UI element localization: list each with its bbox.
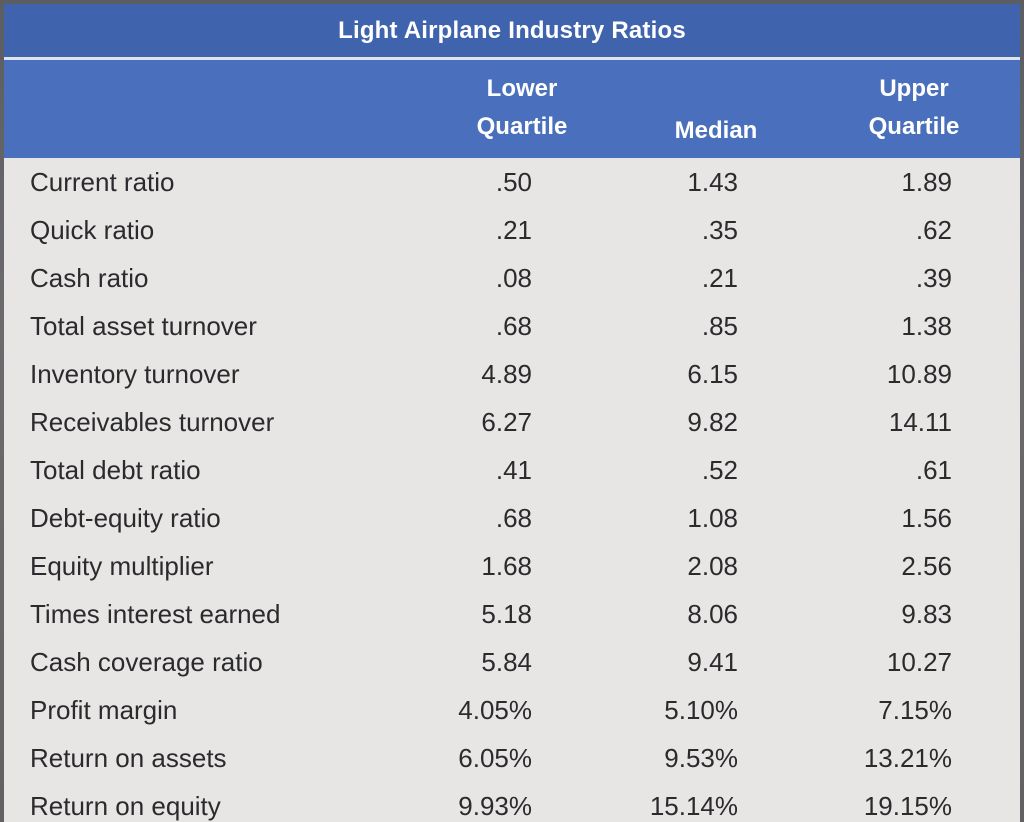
table-row: Current ratio .50 1.43 1.89 xyxy=(4,158,1020,206)
upper-quartile-value: 1.38 xyxy=(901,311,952,341)
lower-quartile-value: .21 xyxy=(495,215,532,245)
table-row: Equity multiplier 1.68 2.08 2.56 xyxy=(4,542,1020,590)
table-row: Cash ratio .08 .21 .39 xyxy=(4,254,1020,302)
table-row: Total debt ratio .41 .52 .61 xyxy=(4,446,1020,494)
lower-quartile-value: 4.05% xyxy=(458,695,532,725)
lower-quartile-value: 9.93% xyxy=(458,791,532,821)
median-value: .35 xyxy=(701,215,738,245)
row-label: Receivables turnover xyxy=(30,407,275,437)
lower-quartile-value: .41 xyxy=(495,455,532,485)
upper-quartile-value: 1.56 xyxy=(901,503,952,533)
row-label: Total debt ratio xyxy=(30,455,201,485)
column-header-band xyxy=(4,60,1020,158)
median-value: .85 xyxy=(701,311,738,341)
median-value: 1.08 xyxy=(687,503,738,533)
upper-quartile-value: 2.56 xyxy=(901,551,952,581)
median-value: .21 xyxy=(701,263,738,293)
lower-quartile-value: 5.84 xyxy=(481,647,532,677)
median-value: 9.41 xyxy=(687,647,738,677)
table-title-bar: Light Airplane Industry Ratios xyxy=(4,4,1020,60)
row-label: Inventory turnover xyxy=(30,359,240,389)
header-upper-quartile: Upper Quartile xyxy=(814,70,1014,146)
median-value: 9.53% xyxy=(664,743,738,773)
table-row: Return on equity 9.93% 15.14% 19.15% xyxy=(4,782,1020,822)
table-row: Receivables turnover 6.27 9.82 14.11 xyxy=(4,398,1020,446)
row-label: Cash coverage ratio xyxy=(30,647,263,677)
lower-quartile-value: 6.27 xyxy=(481,407,532,437)
median-value: 6.15 xyxy=(687,359,738,389)
upper-quartile-value: 10.27 xyxy=(886,647,952,677)
table-row: Total asset turnover .68 .85 1.38 xyxy=(4,302,1020,350)
row-label: Debt-equity ratio xyxy=(30,503,221,533)
row-label: Equity multiplier xyxy=(30,551,214,581)
header-upper-quartile-text: Upper Quartile xyxy=(868,75,960,140)
upper-quartile-value: .61 xyxy=(915,455,952,485)
table-row: Quick ratio .21 .35 .62 xyxy=(4,206,1020,254)
lower-quartile-value: .68 xyxy=(495,503,532,533)
table-row: Profit margin 4.05% 5.10% 7.15% xyxy=(4,686,1020,734)
median-value: 1.43 xyxy=(687,167,738,197)
lower-quartile-value: .08 xyxy=(495,263,532,293)
row-label: Current ratio xyxy=(30,167,175,197)
upper-quartile-value: 1.89 xyxy=(901,167,952,197)
table-body: Current ratio .50 1.43 1.89 Quick ratio … xyxy=(4,158,1020,822)
table-row: Return on assets 6.05% 9.53% 13.21% xyxy=(4,734,1020,782)
row-label: Total asset turnover xyxy=(30,311,257,341)
upper-quartile-value: .62 xyxy=(915,215,952,245)
row-label: Cash ratio xyxy=(30,263,149,293)
upper-quartile-value: 13.21% xyxy=(863,743,952,773)
median-value: 15.14% xyxy=(649,791,738,821)
table-title: Light Airplane Industry Ratios xyxy=(338,17,686,44)
table-row: Debt-equity ratio .68 1.08 1.56 xyxy=(4,494,1020,542)
median-value: .52 xyxy=(701,455,738,485)
row-label: Times interest earned xyxy=(30,599,281,629)
row-label: Profit margin xyxy=(30,695,178,725)
lower-quartile-value: .50 xyxy=(495,167,532,197)
lower-quartile-value: 6.05% xyxy=(458,743,532,773)
upper-quartile-value: 19.15% xyxy=(863,791,952,821)
lower-quartile-value: 5.18 xyxy=(481,599,532,629)
table-row: Inventory turnover 4.89 6.15 10.89 xyxy=(4,350,1020,398)
lower-quartile-value: 1.68 xyxy=(481,551,532,581)
ratios-table: Light Airplane Industry Ratios Lower Qua… xyxy=(4,4,1020,822)
header-median: Median xyxy=(674,117,758,144)
upper-quartile-value: 7.15% xyxy=(878,695,952,725)
upper-quartile-value: 10.89 xyxy=(886,359,952,389)
upper-quartile-value: 9.83 xyxy=(901,599,952,629)
table-row: Cash coverage ratio 5.84 9.41 10.27 xyxy=(4,638,1020,686)
median-value: 9.82 xyxy=(687,407,738,437)
upper-quartile-value: 14.11 xyxy=(888,407,952,437)
lower-quartile-value: .68 xyxy=(495,311,532,341)
median-value: 8.06 xyxy=(687,599,738,629)
row-label: Return on assets xyxy=(30,743,227,773)
upper-quartile-value: .39 xyxy=(915,263,952,293)
row-label: Return on equity xyxy=(30,791,221,821)
header-lower-quartile: Lower Quartile xyxy=(422,70,622,146)
median-value: 2.08 xyxy=(687,551,738,581)
lower-quartile-value: 4.89 xyxy=(481,359,532,389)
median-value: 5.10% xyxy=(664,695,738,725)
table-row: Times interest earned 5.18 8.06 9.83 xyxy=(4,590,1020,638)
header-lower-quartile-text: Lower Quartile xyxy=(476,75,568,140)
row-label: Quick ratio xyxy=(30,215,155,245)
